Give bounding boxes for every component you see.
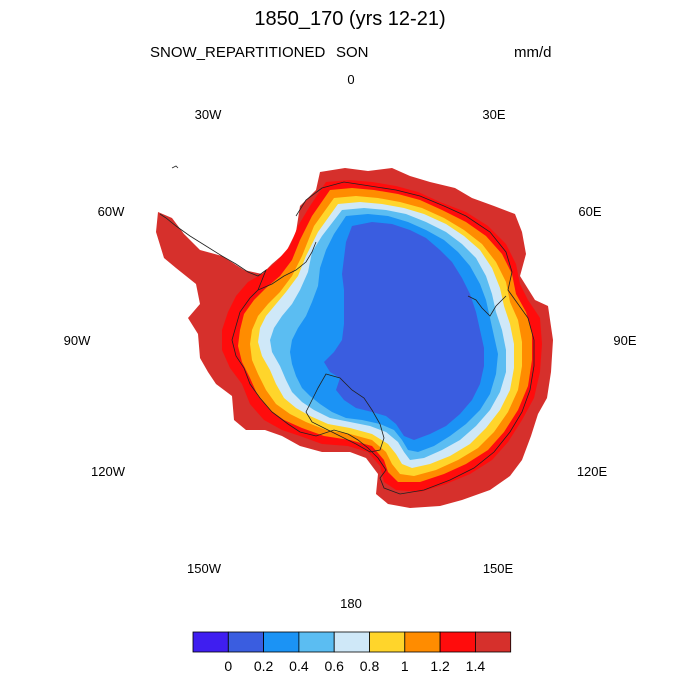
lon-label-90w: 90W: [63, 333, 91, 348]
colorbar-label-3: 0.6: [324, 658, 344, 674]
colorbar-box-0: [192, 631, 229, 653]
colorbar-label-5: 1: [400, 658, 409, 674]
variable-label: SNOW_REPARTITIONED: [150, 44, 326, 61]
island-outline: [171, 165, 179, 169]
lon-label-60w: 60W: [97, 204, 125, 219]
lon-label-180: 180: [340, 596, 362, 611]
lon-label-30w: 30W: [194, 107, 222, 122]
colorbar-box-7: [439, 631, 476, 653]
amery-ice-shelf-outline: [467, 295, 507, 317]
colorbar-box-2: [263, 631, 300, 653]
colorbar-box-1: [227, 631, 265, 653]
band-deep-blue: [324, 222, 484, 440]
lon-label-150w: 150W: [187, 561, 221, 576]
colorbar-label-1: 0.2: [253, 658, 274, 674]
colorbar-label-7: 1.4: [465, 658, 486, 674]
season-label: SON: [336, 44, 369, 61]
plot-title: 1850_170 (yrs 12-21): [254, 8, 446, 30]
colorbar-box-8: [474, 631, 512, 653]
colorbar: [192, 631, 512, 653]
coastline: [159, 181, 535, 495]
colorbar-label-0: 0: [224, 658, 233, 674]
lon-label-30e: 30E: [482, 107, 506, 122]
lon-label-150e: 150E: [482, 561, 514, 576]
lon-label-0: 0: [347, 72, 355, 87]
units-label: mm/d: [514, 44, 552, 61]
lon-label-120e: 120E: [576, 464, 608, 479]
lon-label-90e: 90E: [613, 333, 637, 348]
colorbar-box-4: [333, 631, 370, 653]
colorbar-label-6: 1.2: [430, 658, 450, 674]
colorbar-label-2: 0.4: [289, 658, 309, 674]
colorbar-box-3: [298, 631, 335, 653]
ross-ice-shelf-outline: [305, 373, 385, 453]
ronne-ice-shelf-outline: [257, 241, 317, 291]
lon-label-120w: 120W: [91, 464, 125, 479]
colorbar-box-5: [369, 631, 406, 653]
colorbar-label-4: 0.8: [359, 658, 380, 674]
lon-label-60e: 60E: [578, 204, 602, 219]
colorbar-box-6: [404, 631, 441, 653]
